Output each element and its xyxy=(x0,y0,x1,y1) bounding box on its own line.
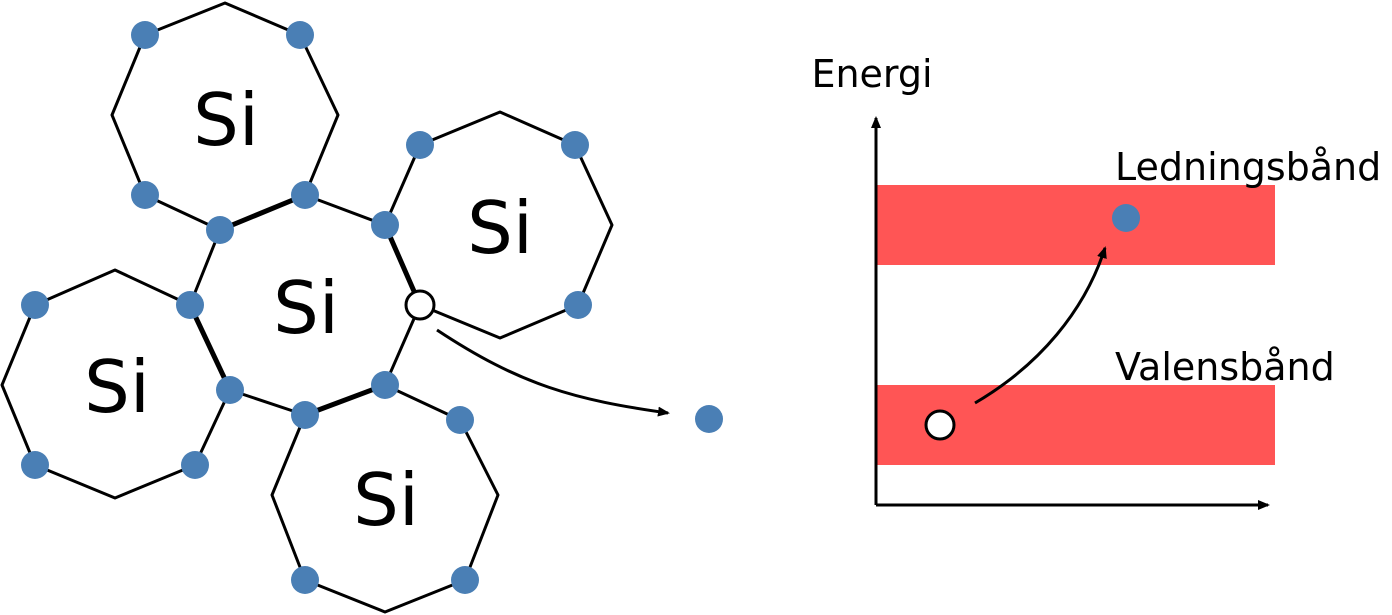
excitation-arrow xyxy=(974,246,1107,405)
valence-band-label: Valensbånd xyxy=(1115,345,1335,389)
energy-axis-label: Energi xyxy=(811,52,932,96)
bond-center-left xyxy=(187,302,233,393)
conduction-band-label: Ledningsbånd xyxy=(1115,145,1381,189)
valence-electrons xyxy=(21,21,592,594)
electron xyxy=(216,376,244,404)
silicon-lattice: Si Si Si Si Si xyxy=(0,1,723,614)
conduction-band xyxy=(876,185,1275,265)
si-label-bottom: Si xyxy=(353,458,419,542)
electron xyxy=(21,291,49,319)
electron xyxy=(131,181,159,209)
electron-escape-arrow xyxy=(436,328,670,417)
electron xyxy=(406,131,434,159)
electron xyxy=(286,21,314,49)
si-label-left: Si xyxy=(84,345,150,429)
electron xyxy=(371,211,399,239)
electron xyxy=(564,291,592,319)
si-label-top: Si xyxy=(193,78,259,162)
hole xyxy=(404,289,436,321)
free-electron xyxy=(695,405,723,433)
excited-electron xyxy=(1112,204,1140,232)
electron xyxy=(446,406,474,434)
electron xyxy=(561,131,589,159)
si-label-top-right: Si xyxy=(467,186,533,270)
bond-center-bottom xyxy=(302,382,388,418)
electron xyxy=(371,371,399,399)
electron xyxy=(291,401,319,429)
energy-band-diagram: Energi Ledningsbånd Valensbånd xyxy=(811,52,1381,510)
electron xyxy=(291,566,319,594)
electron xyxy=(206,216,234,244)
electron xyxy=(131,21,159,49)
electron xyxy=(176,291,204,319)
bond-top-center xyxy=(217,192,308,233)
electron xyxy=(291,181,319,209)
electron xyxy=(451,566,479,594)
valence-hole xyxy=(924,409,956,441)
si-label-center: Si xyxy=(273,266,339,350)
electron xyxy=(21,451,49,479)
electron xyxy=(181,451,209,479)
